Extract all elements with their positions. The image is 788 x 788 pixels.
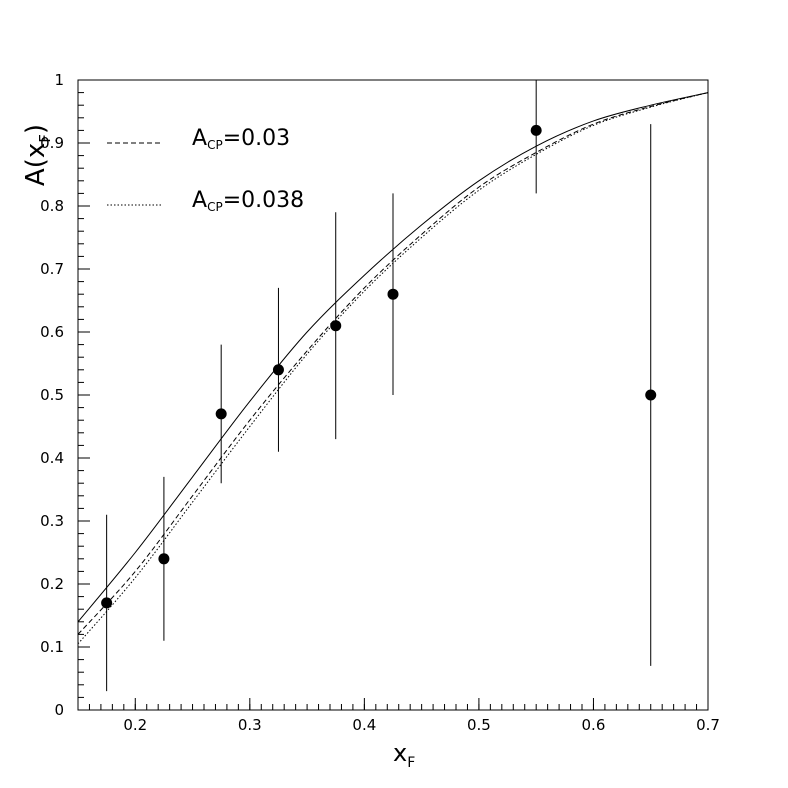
legend-label-dotted-main: A: [192, 188, 207, 213]
data-point: [101, 597, 113, 609]
legend-label-dashed-sub: CP: [207, 138, 223, 152]
legend-label-dashed-main: A: [192, 126, 207, 151]
y-tick-label: 0.5: [40, 386, 64, 404]
y-tick-label: 0.1: [40, 638, 64, 656]
error-bars: [106, 80, 652, 692]
legend-label-dotted-sub: CP: [207, 200, 223, 214]
y-axis-title-close: ): [21, 124, 51, 134]
y-tick-label: 0.2: [40, 575, 64, 593]
y-tick-label: 0.7: [40, 260, 64, 278]
y-axis-title-sub: F: [36, 134, 54, 143]
x-axis-title: xF: [393, 739, 415, 771]
y-tick-label: 0.6: [40, 323, 64, 341]
curve-dashed: [77, 92, 709, 635]
y-tick-label: 0.9: [40, 134, 64, 152]
y-tick-label: 0.8: [40, 197, 64, 215]
y-tick-label: 1: [54, 71, 64, 89]
x-tick-label: 0.6: [582, 716, 606, 734]
legend-label-dotted-value: =0.038: [223, 188, 304, 213]
y-axis-ticks: 0 0.1 0.2 0.3 0.4 0.5 0.6 0.7 0.8 0.9 1: [40, 71, 90, 719]
x-axis-title-main: x: [393, 739, 407, 767]
x-tick-label: 0.2: [123, 716, 147, 734]
legend-label-dashed-value: =0.03: [223, 126, 290, 151]
data-point: [158, 553, 170, 565]
y-tick-label: 0.3: [40, 512, 64, 530]
x-tick-label: 0.5: [467, 716, 491, 734]
model-curves: [77, 92, 709, 645]
x-tick-label: 0.7: [696, 716, 720, 734]
y-tick-label: 0: [54, 701, 64, 719]
x-axis-title-sub: F: [407, 755, 415, 771]
x-tick-label: 0.3: [238, 716, 262, 734]
y-axis-title-main: A(x: [21, 143, 51, 186]
curve-dotted: [77, 92, 709, 645]
legend-label-dotted: ACP=0.038: [192, 188, 304, 214]
y-axis-title: A(xF): [21, 124, 54, 186]
legend-label-dashed: ACP=0.03: [192, 126, 290, 152]
data-point: [530, 124, 542, 136]
data-point: [330, 320, 342, 332]
x-axis-ticks: 0.2 0.3 0.4 0.5 0.6 0.7: [77, 698, 720, 734]
legend: ACP=0.03 ACP=0.038: [107, 126, 304, 214]
data-point: [215, 408, 227, 420]
y-tick-label: 0.4: [40, 449, 64, 467]
x-tick-label: 0.4: [352, 716, 376, 734]
curve-solid: [77, 92, 709, 623]
data-point: [272, 364, 284, 376]
data-point: [387, 288, 399, 300]
data-point: [645, 389, 657, 401]
data-points: [101, 124, 657, 609]
